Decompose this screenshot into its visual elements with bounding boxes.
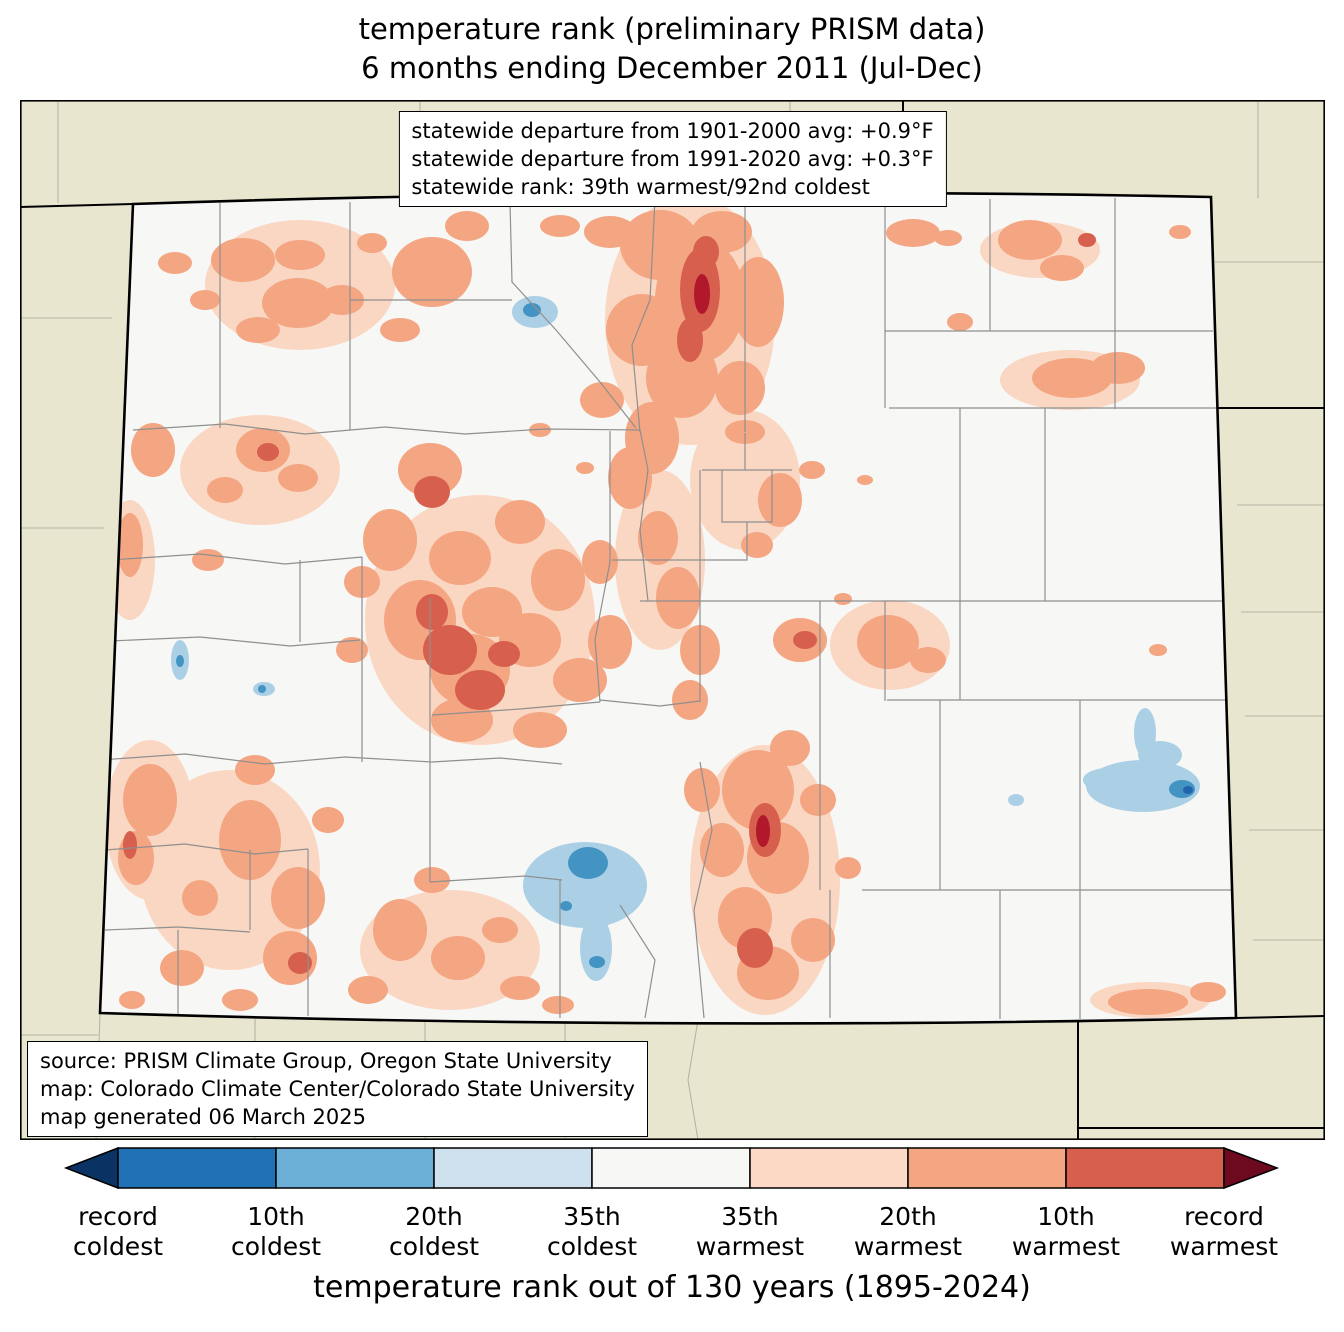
colorbar-label: 20th warmest xyxy=(853,1202,963,1261)
map-canvas: statewide departure from 1901-2000 avg: … xyxy=(20,100,1325,1140)
map-frame xyxy=(20,100,1325,1140)
county-lines xyxy=(100,198,1231,1019)
colorbar-segment xyxy=(907,1147,1067,1189)
colorbar-segment xyxy=(275,1147,435,1189)
cool-light-blobs xyxy=(171,296,1200,981)
colorbar-arrow-right xyxy=(1223,1146,1280,1190)
cool-strong-spots xyxy=(1183,786,1193,794)
colorado-temperature-rank-map xyxy=(20,100,1325,1140)
colorbar-segment xyxy=(117,1147,277,1189)
colorbar-label: 10th warmest xyxy=(1011,1202,1121,1261)
source-line-3: map generated 06 March 2025 xyxy=(40,1105,367,1129)
stats-line-3: statewide rank: 39th warmest/92nd coldes… xyxy=(411,175,870,199)
colorbar-svg xyxy=(63,1146,1280,1190)
colorbar-label: 20th coldest xyxy=(388,1202,480,1261)
warm-strong-blobs xyxy=(123,233,1096,974)
colorbar-label: record warmest xyxy=(1169,1202,1279,1261)
stats-line-2: statewide departure from 1991-2020 avg: … xyxy=(411,147,934,171)
colorbar xyxy=(0,1142,1344,1196)
colorbar-segment xyxy=(749,1147,909,1189)
colorbar-arrow-left xyxy=(63,1146,119,1190)
source-line-1: source: PRISM Climate Group, Oregon Stat… xyxy=(40,1049,612,1073)
stats-box: statewide departure from 1901-2000 avg: … xyxy=(398,111,947,207)
colorbar-label: record coldest xyxy=(72,1202,164,1261)
map-title: temperature rank (preliminary PRISM data… xyxy=(0,10,1344,88)
colorbar-label: 35th warmest xyxy=(695,1202,805,1261)
colorbar-segment xyxy=(1065,1147,1225,1189)
colorbar-segment xyxy=(591,1147,751,1189)
colorbar-segment xyxy=(433,1147,593,1189)
source-line-2: map: Colorado Climate Center/Colorado St… xyxy=(40,1077,635,1101)
title-line-2: 6 months ending December 2011 (Jul-Dec) xyxy=(361,51,983,85)
title-line-1: temperature rank (preliminary PRISM data… xyxy=(358,12,986,46)
colorbar-label: 10th coldest xyxy=(230,1202,322,1261)
colorbar-caption: temperature rank out of 130 years (1895-… xyxy=(313,1270,1031,1305)
warm-record-spots xyxy=(694,274,770,847)
colorbar-labels: record coldest 10th coldest 20th coldest 35… xyxy=(0,1202,1344,1264)
state-interior-layers xyxy=(100,195,1231,1019)
colorbar-label: 35th coldest xyxy=(546,1202,638,1261)
source-box: source: PRISM Climate Group, Oregon Stat… xyxy=(27,1041,648,1137)
stats-line-1: statewide departure from 1901-2000 avg: … xyxy=(411,119,934,143)
